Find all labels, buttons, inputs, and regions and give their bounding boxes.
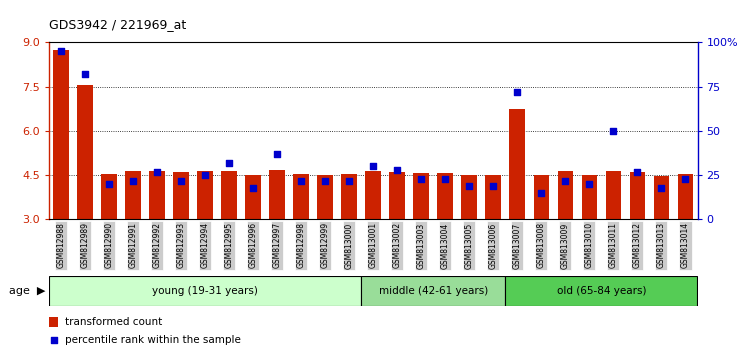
Point (151, 169, 163, 175)
Bar (125, 171, 141, 219)
Bar (485, 175, 501, 219)
Point (584, 181, 596, 187)
Bar (605, 171, 621, 219)
Point (440, 176, 452, 182)
Point (632, 169, 644, 175)
Text: percentile rank within the sample: percentile rank within the sample (65, 335, 241, 345)
Point (368, 164, 379, 169)
Point (295, 178, 307, 183)
Bar (629, 172, 645, 219)
Bar (533, 175, 549, 219)
Bar (293, 174, 309, 219)
Bar (101, 174, 117, 219)
Point (175, 178, 187, 183)
Bar (149, 171, 165, 219)
Point (223, 160, 235, 166)
Point (79, 72, 91, 77)
Point (464, 183, 476, 189)
Point (656, 185, 668, 190)
Bar (365, 171, 381, 219)
Point (271, 151, 283, 157)
Bar (437, 173, 453, 219)
Bar (197, 171, 213, 219)
Point (416, 176, 428, 182)
Bar (77, 85, 92, 219)
Text: old (65-84 years): old (65-84 years) (556, 286, 646, 296)
Point (247, 185, 259, 190)
Bar (557, 171, 573, 219)
Bar (173, 172, 189, 219)
Bar (413, 173, 429, 219)
Bar (317, 175, 333, 219)
Point (199, 172, 211, 178)
Bar (509, 109, 525, 219)
Text: middle (42-61 years): middle (42-61 years) (379, 286, 488, 296)
Bar (678, 174, 693, 219)
Text: transformed count: transformed count (65, 317, 162, 327)
Point (392, 167, 404, 173)
Bar (361, 276, 506, 306)
Bar (221, 171, 237, 219)
Point (488, 183, 500, 189)
Point (560, 178, 572, 183)
Bar (53, 50, 68, 219)
Bar (506, 276, 698, 306)
Bar (49, 276, 361, 306)
Point (103, 181, 115, 187)
Bar (654, 176, 669, 219)
Bar (581, 175, 597, 219)
Point (680, 176, 692, 182)
Point (608, 128, 619, 134)
Bar (389, 172, 405, 219)
Point (536, 190, 548, 196)
Text: young (19-31 years): young (19-31 years) (152, 286, 258, 296)
Point (512, 89, 524, 95)
Bar (269, 170, 285, 219)
Point (343, 178, 355, 183)
Bar (461, 175, 477, 219)
Bar (245, 175, 261, 219)
Bar (341, 175, 357, 219)
Bar (49, 318, 58, 327)
Point (127, 178, 139, 183)
Text: age  ▶: age ▶ (9, 286, 45, 296)
Point (319, 178, 331, 183)
Text: GDS3942 / 221969_at: GDS3942 / 221969_at (49, 18, 186, 31)
Point (47, 337, 59, 343)
Point (55, 48, 67, 54)
